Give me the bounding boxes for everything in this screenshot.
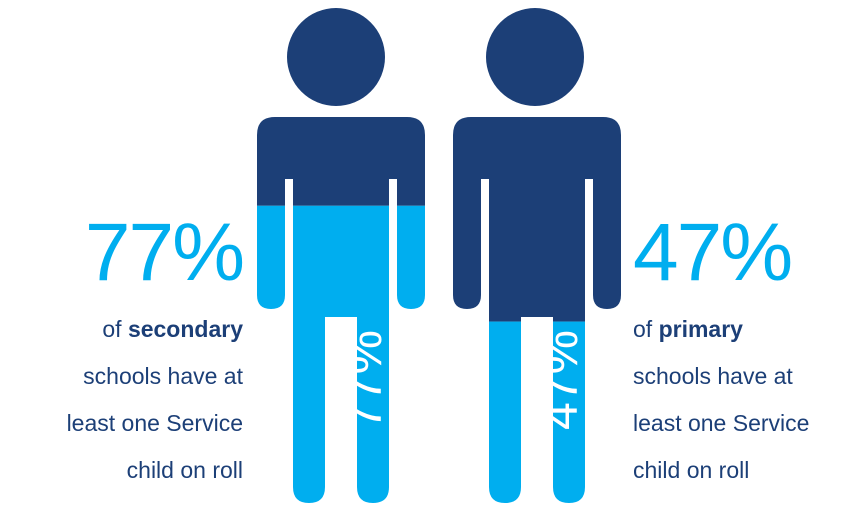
stat-description: of primary schools have at least one Ser… [633, 306, 855, 494]
stat-line-3: least one Service [66, 410, 243, 436]
stat-line-2: schools have at [633, 363, 793, 389]
stat-value: 77% [84, 207, 245, 298]
stat-description: of secondary schools have at least one S… [0, 306, 243, 494]
person-head-icon [287, 8, 385, 106]
stat-emphasis: secondary [127, 316, 243, 342]
figure-label-primary: 47% [532, 330, 588, 430]
stat-line-1: of primary [633, 306, 855, 353]
person-figure-primary: 47% [453, 8, 621, 503]
stat-line-4: child on roll [126, 457, 243, 483]
stat-value: 47% [633, 207, 793, 298]
stat-line-3: least one Service [633, 410, 810, 436]
stat-prefix: of [102, 316, 122, 342]
stat-line-4: child on roll [633, 457, 750, 483]
stat-prefix: of [633, 316, 653, 342]
fill-dark-primary [453, 117, 621, 322]
stat-primary: 47% of primary schools have at least one… [633, 212, 855, 494]
fill-dark-secondary [257, 117, 425, 206]
stat-line-1: of secondary [0, 306, 243, 353]
stat-emphasis: primary [658, 316, 743, 342]
stat-line-2: schools have at [83, 363, 243, 389]
person-figure-secondary: 77% [257, 8, 425, 503]
person-head-icon [486, 8, 584, 106]
stat-secondary: 77% of secondary schools have at least o… [0, 207, 245, 494]
figure-label-secondary: 77% [336, 330, 392, 430]
